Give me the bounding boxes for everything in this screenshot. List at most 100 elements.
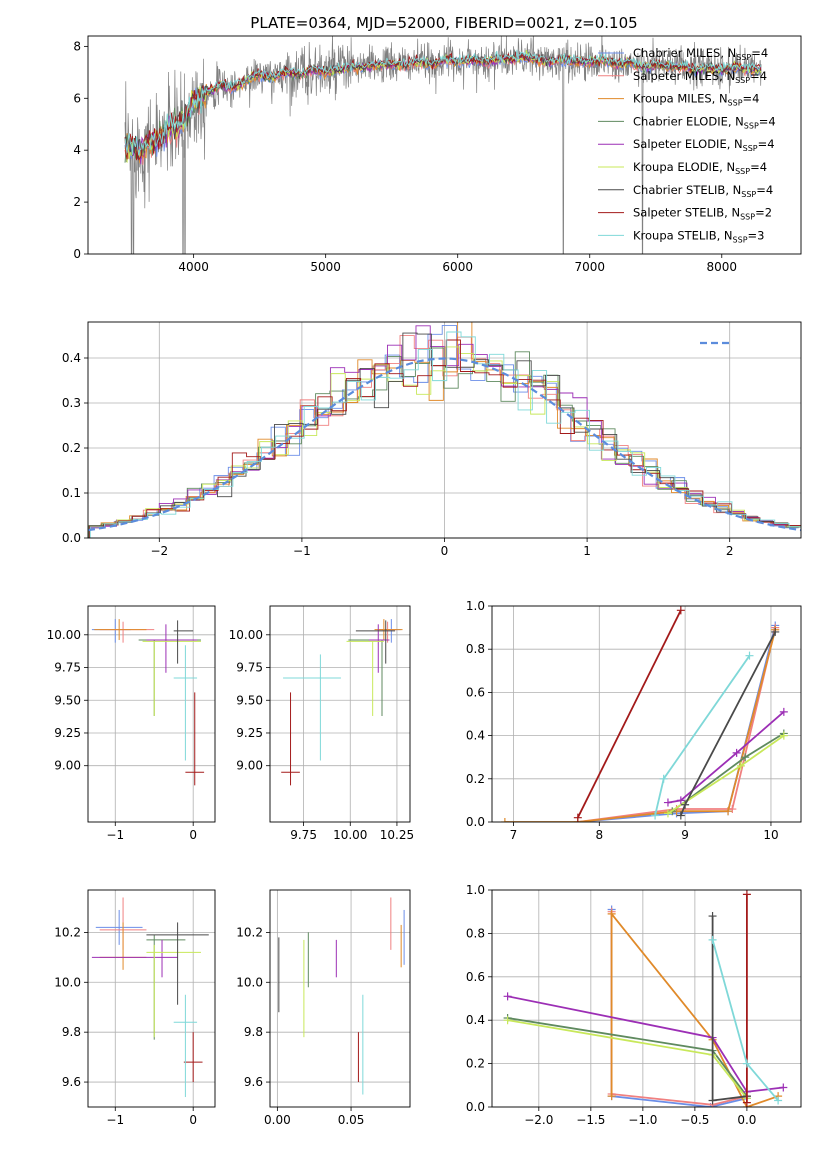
y-tick-label: 9.8 <box>244 1025 263 1039</box>
y-tick-label: 1.0 <box>466 599 485 613</box>
y-tick-label: 9.8 <box>62 1025 81 1039</box>
x-tick-label: 4000 <box>178 260 209 274</box>
data-point <box>346 640 384 716</box>
y-tick-label: 9.75 <box>54 661 81 675</box>
y-tick-label: 9.25 <box>236 726 263 740</box>
y-tick-label: 0.4 <box>62 351 81 365</box>
x-tick-label: 0.0 <box>737 1113 756 1127</box>
mass_vs_Z-points <box>91 897 209 1098</box>
series-marker <box>659 774 668 783</box>
legend-tail: =4 <box>750 160 767 174</box>
y-tick-label: 10.2 <box>54 925 81 939</box>
legend-subscript: SSP <box>736 53 751 62</box>
series-marker <box>500 818 509 822</box>
legend-entry: Kroupa MILES, NSSP=4 <box>633 92 759 108</box>
x-tick-label: −2 <box>150 544 168 558</box>
series-marker <box>573 813 582 822</box>
series-marker <box>779 707 788 716</box>
age_vs_mass-points <box>281 619 403 786</box>
x-tick-label: 6000 <box>442 260 473 274</box>
legend-label: Salpeter STELIB, N <box>633 206 740 220</box>
series <box>663 707 788 807</box>
x-tick-label: 2 <box>726 544 734 558</box>
y-tick-label: 0 <box>73 247 81 261</box>
legend-label: Salpeter ELODIE, N <box>633 137 743 151</box>
x-tick-label: 10.00 <box>333 828 367 842</box>
residual-histogram <box>88 325 801 538</box>
y-tick-label: 6 <box>73 91 81 105</box>
legend-subscript: SSP <box>744 121 759 130</box>
x-tick-label: 9.75 <box>290 828 317 842</box>
series-marker <box>745 651 754 660</box>
series-marker <box>742 1098 751 1107</box>
legend-label: Kroupa STELIB, N <box>633 228 733 242</box>
y-tick-label: 9.25 <box>54 726 81 740</box>
series <box>708 935 783 1105</box>
legend-entry: Salpeter STELIB, NSSP=2 <box>633 206 772 222</box>
series-marker <box>771 627 780 636</box>
y-tick-label: 0.1 <box>62 486 81 500</box>
x-tick-label: −1 <box>106 1113 124 1127</box>
axes-frame <box>87 321 802 539</box>
x-tick-label: 0.00 <box>264 1113 291 1127</box>
series-marker <box>724 807 733 816</box>
legend-label: Chabrier MILES, N <box>633 46 736 60</box>
residual-histogram <box>88 347 801 529</box>
legend-subscript: SSP <box>735 76 750 85</box>
y-tick-label: 9.00 <box>236 759 263 773</box>
residual-histogram <box>88 322 800 528</box>
data-point <box>355 620 396 664</box>
x-tick-label: 8000 <box>707 260 738 274</box>
residual-histogram <box>89 331 801 538</box>
series-line <box>577 627 777 822</box>
series-marker <box>676 606 685 615</box>
y-tick-label: 10.00 <box>47 628 81 642</box>
series-marker <box>728 805 737 814</box>
data-point <box>281 692 300 786</box>
y-tick-label: 0.0 <box>62 531 81 545</box>
age_vs_Z-axes: −1 0 9.00 9.25 9.50 9.75 10.00 <box>47 606 215 842</box>
legend-tail: =4 <box>743 92 760 106</box>
spectrum-curves <box>124 36 762 254</box>
x-tick-label: 0 <box>189 828 197 842</box>
data-point <box>146 944 201 1038</box>
series-line <box>667 711 785 804</box>
series-marker <box>503 992 512 1001</box>
x-tick-label: 8 <box>595 828 603 842</box>
x-tick-label: 1 <box>583 544 591 558</box>
series-marker <box>774 1096 783 1105</box>
spectrum-axes: 4000 5000 6000 7000 8000 0 2 4 6 8 <box>73 39 737 274</box>
x-tick-label: 0.05 <box>338 1113 365 1127</box>
legend-label: Kroupa ELODIE, N <box>633 160 735 174</box>
data-point <box>183 1032 203 1083</box>
y-tick-label: 10.0 <box>54 975 81 989</box>
legend-subscript: SSP <box>741 190 756 199</box>
series-marker <box>676 796 685 805</box>
series <box>663 731 788 818</box>
legend-tail: =4 <box>759 114 776 128</box>
series-marker <box>607 1092 616 1101</box>
x-tick-label: 10.25 <box>380 828 414 842</box>
normal-curve <box>88 357 801 532</box>
age_vs_Z-points <box>91 619 205 786</box>
legend-entry: Chabrier ELODIE, NSSP=4 <box>633 114 776 130</box>
y-tick-label: 9.50 <box>54 693 81 707</box>
legend-tail: =4 <box>756 183 773 197</box>
legend-label: Kroupa MILES, N <box>633 92 728 106</box>
series-marker <box>732 748 741 757</box>
y-tick-label: 0.8 <box>466 642 485 656</box>
series <box>708 912 751 1105</box>
series <box>573 606 685 822</box>
y-tick-label: 0.8 <box>466 926 485 940</box>
x-tick-label: 10 <box>763 828 778 842</box>
y-tick-label: 0.2 <box>466 772 485 786</box>
legend-subscript: SSP <box>733 235 748 244</box>
series-marker <box>779 1083 788 1092</box>
age_vs_mass-axes: 9.75 10.00 10.25 9.00 9.25 9.50 9.75 10.00 <box>229 606 414 842</box>
legend-subscript: SSP <box>743 144 758 153</box>
y-tick-label: 0.6 <box>466 685 485 699</box>
data-point <box>374 619 403 641</box>
series-marker <box>607 909 616 918</box>
series <box>676 627 780 820</box>
